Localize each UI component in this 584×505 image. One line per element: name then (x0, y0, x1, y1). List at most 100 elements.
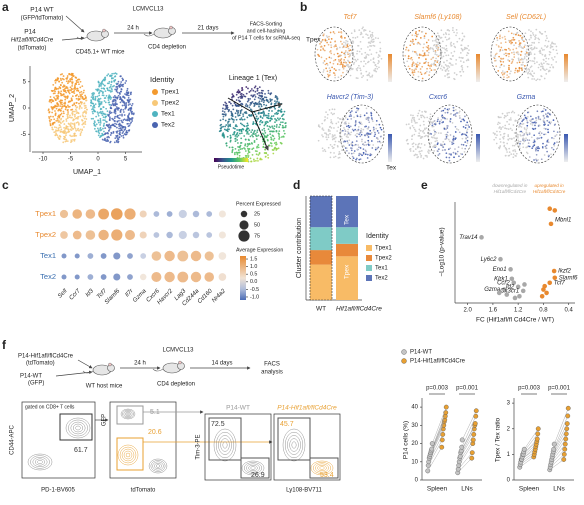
umap-cell (121, 114, 123, 117)
colorbar (564, 134, 568, 162)
feature-cell (331, 66, 333, 69)
lineage-cell (277, 147, 280, 150)
feature-cell (458, 110, 461, 113)
label: P14 (24, 29, 36, 36)
feature-cell (424, 54, 427, 57)
feature-cell (537, 125, 540, 127)
feature-cell (425, 41, 428, 44)
feature-cell (347, 128, 350, 131)
feature-cell (341, 137, 343, 140)
feature-cell (343, 41, 345, 44)
point-label: Tcf7 (554, 280, 566, 286)
point (539, 293, 545, 299)
feature-cell (417, 70, 420, 73)
feature-cell (458, 115, 461, 117)
feature-cell (529, 122, 532, 125)
feature-cell (522, 58, 524, 61)
umap-cell (116, 120, 119, 123)
lineage-cell (229, 102, 232, 105)
feature-cell (445, 135, 448, 138)
feature-cell (448, 33, 450, 36)
feature-cell (347, 59, 349, 62)
contour (27, 453, 53, 471)
lineage-cell (268, 109, 270, 112)
feature-cell (526, 61, 528, 64)
umap-cell (49, 115, 52, 118)
lineage-cell (260, 100, 263, 102)
umap-cell (48, 119, 51, 122)
feature-cell (346, 118, 349, 121)
feature-cell (458, 155, 460, 158)
umap-cell (60, 122, 62, 125)
feature-cell (328, 109, 331, 111)
feature-cell (370, 114, 373, 117)
dot (98, 229, 109, 241)
feature-cell (379, 50, 382, 53)
feature-cell (331, 136, 334, 138)
feature-cell (423, 43, 425, 46)
feature-cell (413, 118, 415, 121)
umap-cell (117, 116, 120, 119)
feature-cell (429, 113, 432, 116)
lineage-cell (254, 150, 257, 152)
lineage-cell (275, 141, 278, 144)
umap-cell (116, 134, 119, 137)
umap-cell (114, 88, 117, 91)
feature-cell (361, 76, 363, 79)
lineage-cell (247, 151, 250, 153)
lineage-cell (273, 127, 276, 130)
umap-cell (127, 108, 130, 111)
umap-cell (56, 129, 58, 132)
feature-cell (533, 62, 536, 65)
lineage-cell (255, 138, 258, 140)
umap-cell (56, 94, 59, 97)
feature-cell (508, 123, 510, 126)
axis-label: UMAP_1 (73, 169, 101, 176)
lineage-cell (281, 121, 284, 124)
feature-cell (442, 33, 445, 36)
lineage-cell (249, 157, 252, 160)
feature-cell (353, 29, 356, 31)
umap-cell (71, 112, 73, 115)
mouse-ear (169, 25, 173, 30)
feature-cell (421, 54, 424, 57)
umap-cell (71, 76, 73, 79)
feature-cell (461, 38, 464, 41)
feature-cell (414, 32, 417, 35)
umap-cell (96, 127, 99, 130)
feature-cell (426, 46, 429, 49)
lineage-cell (219, 127, 222, 130)
feature-cell (342, 140, 345, 143)
feature-cell (373, 135, 376, 138)
lineage-cell (278, 105, 281, 108)
feature-cell (412, 40, 414, 42)
umap-cell (109, 98, 112, 101)
feature-cell (422, 157, 425, 160)
feature-cell (533, 121, 535, 124)
lineage-cell (232, 121, 235, 123)
feature-cell (341, 66, 344, 68)
umap-cell (63, 123, 66, 125)
umap-cell (97, 134, 100, 137)
umap-cell (50, 118, 53, 121)
feature-cell (340, 40, 342, 43)
feature-cell (555, 49, 558, 52)
umap-cell (82, 112, 84, 114)
feature-cell (552, 119, 555, 122)
feature-cell (441, 149, 444, 152)
feature-cell (537, 37, 540, 40)
feature-cell (461, 67, 464, 69)
lineage-cell (270, 103, 273, 106)
feature-cell (351, 68, 353, 71)
feature-cell (548, 50, 551, 53)
feature-cell (374, 146, 377, 149)
feature-cell (523, 65, 526, 67)
lineage-cell (284, 126, 287, 129)
umap-cell (108, 119, 111, 122)
lineage-cell (259, 102, 261, 105)
feature-cell (375, 127, 378, 130)
feature-cell (371, 31, 374, 34)
feature-cell (337, 126, 340, 129)
gene-label: Cd160 (197, 288, 214, 305)
umap-cell (48, 117, 51, 120)
